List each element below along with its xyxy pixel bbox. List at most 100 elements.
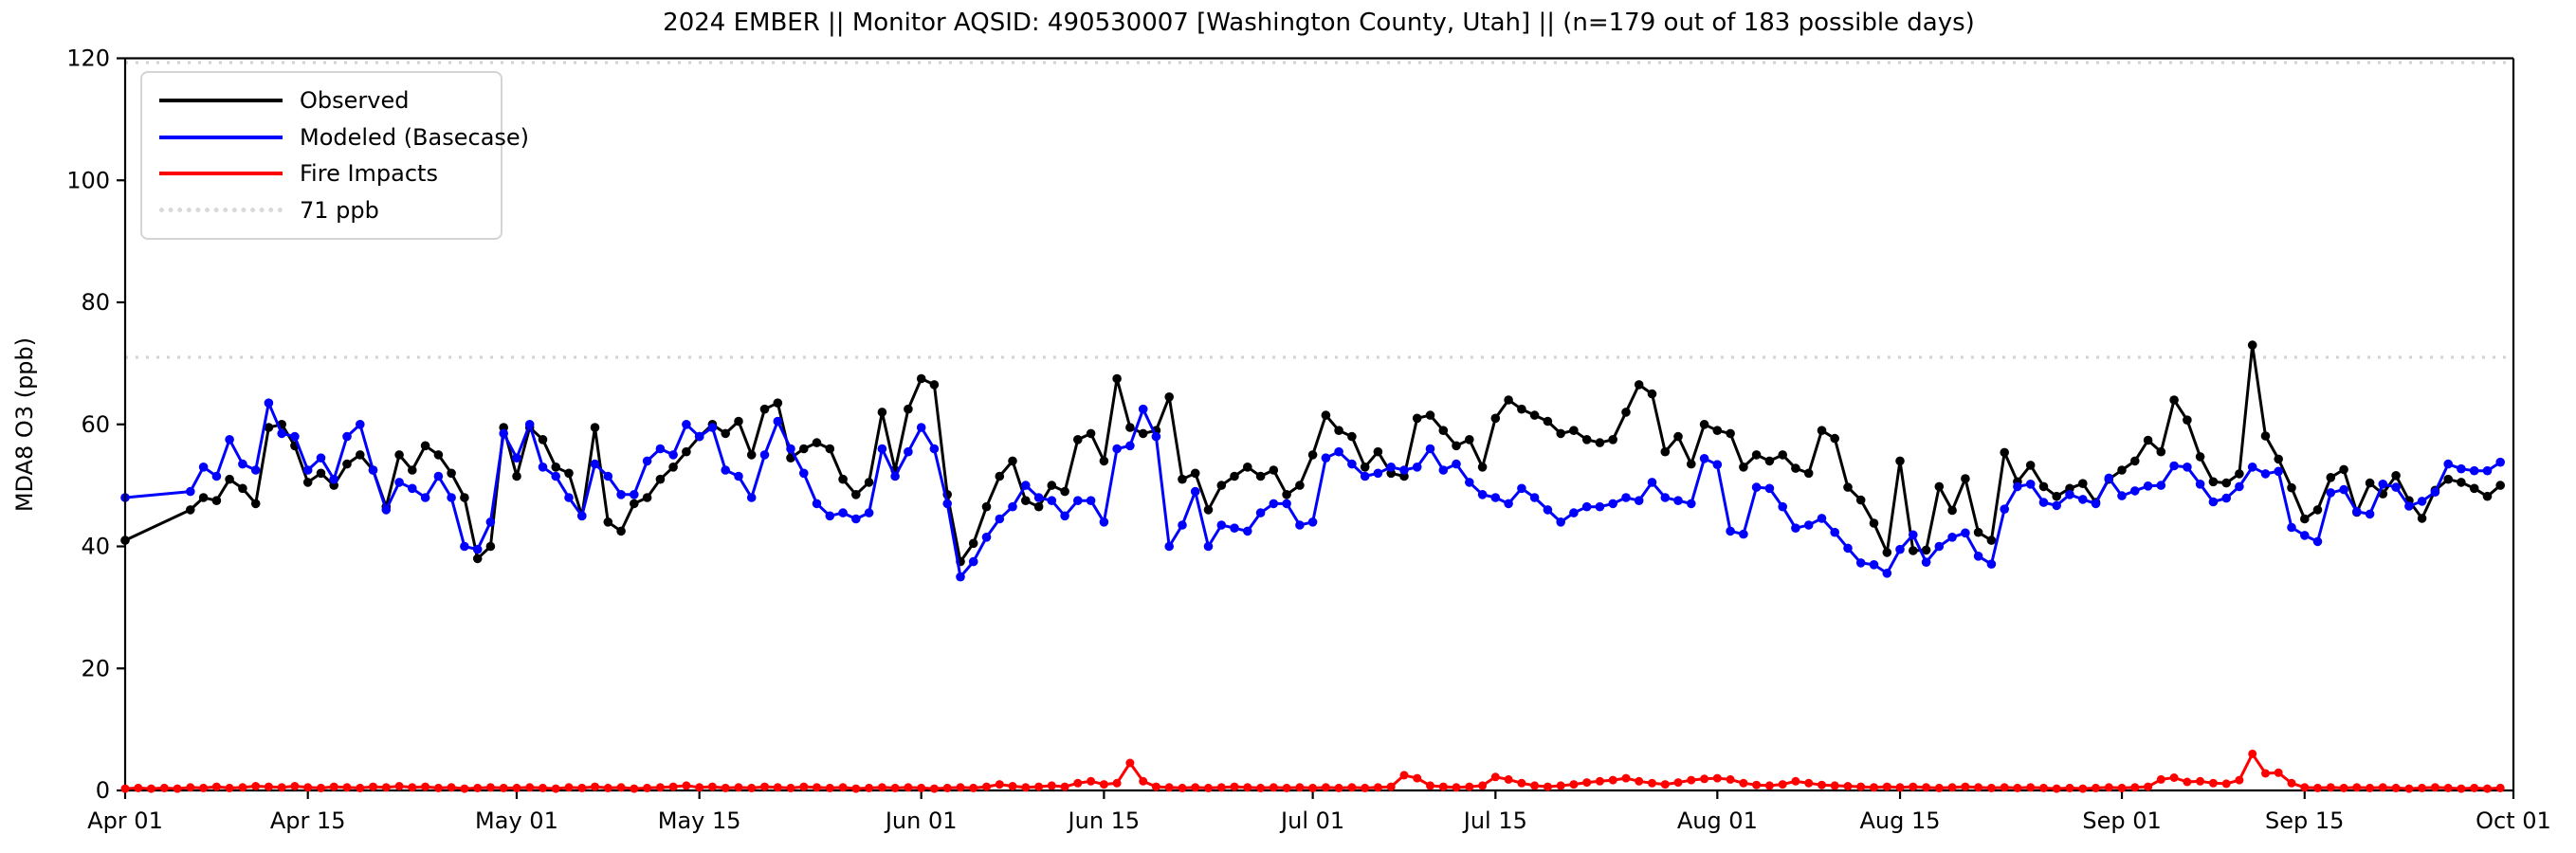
observed-marker (1934, 481, 1945, 492)
fire-impacts-marker (786, 783, 795, 792)
observed-marker (2235, 469, 2244, 479)
modeled-marker (1581, 501, 1592, 512)
modeled-marker (1490, 493, 1501, 502)
modeled-marker (1855, 558, 1866, 568)
observed-marker (1739, 463, 1748, 472)
modeled-marker (356, 420, 365, 429)
modeled-marker (2183, 463, 2192, 472)
y-tick-label: 40 (81, 534, 110, 560)
fire-impacts-marker (2430, 783, 2439, 792)
modeled-marker (225, 435, 234, 445)
legend-label-modeled: Modeled (Basecase) (300, 123, 530, 151)
observed-marker (1751, 450, 1762, 460)
modeled-marker (512, 453, 521, 463)
modeled-marker (2000, 504, 2009, 514)
observed-marker (1687, 459, 1696, 469)
observed-marker (394, 450, 404, 460)
observed-marker (2195, 452, 2205, 462)
fire-impacts-marker (1764, 781, 1774, 790)
observed-marker (616, 526, 626, 536)
modeled-marker (420, 493, 430, 502)
fire-impacts-marker (1295, 783, 1305, 792)
modeled-marker (890, 471, 900, 481)
modeled-marker (1269, 499, 1279, 509)
modeled-marker (1517, 483, 1526, 494)
modeled-marker (277, 428, 287, 439)
fire-impacts-marker (1269, 783, 1278, 792)
fire-impacts-marker (1230, 782, 1239, 791)
modeled-marker (1425, 444, 1435, 454)
observed-marker (916, 373, 926, 384)
modeled-marker (408, 483, 417, 494)
y-tick-label: 80 (81, 289, 110, 316)
modeled-marker (929, 444, 940, 454)
modeled-marker (1086, 496, 1096, 505)
observed-marker (1008, 456, 1017, 466)
fire-impacts-marker (1986, 783, 1996, 792)
modeled-marker (1164, 541, 1174, 552)
modeled-marker (564, 493, 574, 502)
fire-impacts-marker (2274, 768, 2283, 777)
modeled-marker (342, 431, 352, 442)
fire-impacts-marker (2418, 783, 2427, 792)
fire-impacts-marker (1125, 758, 1135, 768)
observed-marker (1347, 431, 1357, 442)
fire-impacts-marker (1361, 783, 1370, 792)
modeled-marker (825, 511, 835, 521)
fire-impacts-marker (2366, 783, 2375, 792)
x-tick-label: Sep 01 (2082, 808, 2161, 834)
observed-marker (1073, 435, 1083, 445)
observed-marker (773, 398, 783, 408)
modeled-marker (2287, 522, 2296, 533)
modeled-marker (1699, 454, 1709, 463)
modeled-marker (2038, 498, 2049, 507)
observed-marker (250, 499, 261, 509)
observed-marker (264, 423, 274, 432)
observed-marker (316, 468, 326, 479)
modeled-marker (1347, 459, 1357, 469)
fire-impacts-marker (1961, 782, 1970, 791)
fire-impacts-marker (1191, 783, 1200, 792)
observed-marker (1803, 468, 1814, 479)
observed-marker (356, 450, 365, 460)
observed-marker (1178, 474, 1187, 484)
observed-marker (1243, 463, 1252, 472)
observed-marker (198, 493, 209, 502)
fire-impacts-marker (2156, 774, 2165, 784)
fire-impacts-marker (1791, 776, 1800, 786)
observed-marker (1269, 465, 1279, 475)
fire-impacts-marker (447, 783, 456, 792)
modeled-marker (904, 446, 913, 457)
observed-marker (1360, 463, 1370, 472)
observed-marker (968, 538, 978, 549)
observed-marker (1465, 435, 1474, 445)
observed-marker (904, 404, 913, 414)
fire-impacts-marker (2092, 783, 2100, 792)
observed-marker (1282, 490, 1291, 499)
y-tick-label: 120 (66, 45, 110, 72)
modeled-marker (2339, 484, 2348, 495)
modeled-marker (2300, 531, 2310, 540)
fire-impacts-marker (1438, 782, 1448, 791)
observed-marker (1817, 426, 1827, 436)
modeled-marker (2025, 480, 2036, 489)
modeled-marker (1909, 530, 1918, 540)
modeled-marker (2430, 487, 2440, 497)
fire-impacts-marker (1882, 782, 1891, 791)
observed-marker (2208, 477, 2219, 487)
fire-impacts-marker (2052, 784, 2061, 793)
observed-marker (759, 404, 770, 414)
modeled-marker (1321, 453, 1331, 463)
observed-marker (1033, 501, 1044, 512)
modeled-marker (1764, 483, 1775, 494)
observed-marker (225, 474, 234, 484)
modeled-marker (1712, 460, 1723, 470)
observed-marker (812, 438, 822, 447)
fire-impacts-marker (1321, 783, 1330, 792)
fire-impacts-marker (2391, 783, 2401, 792)
modeled-marker (2013, 481, 2022, 492)
fire-impacts-marker (1478, 781, 1488, 790)
fire-impacts-marker (460, 784, 469, 793)
fire-impacts-marker (2378, 783, 2387, 792)
observed-marker (1843, 482, 1853, 492)
